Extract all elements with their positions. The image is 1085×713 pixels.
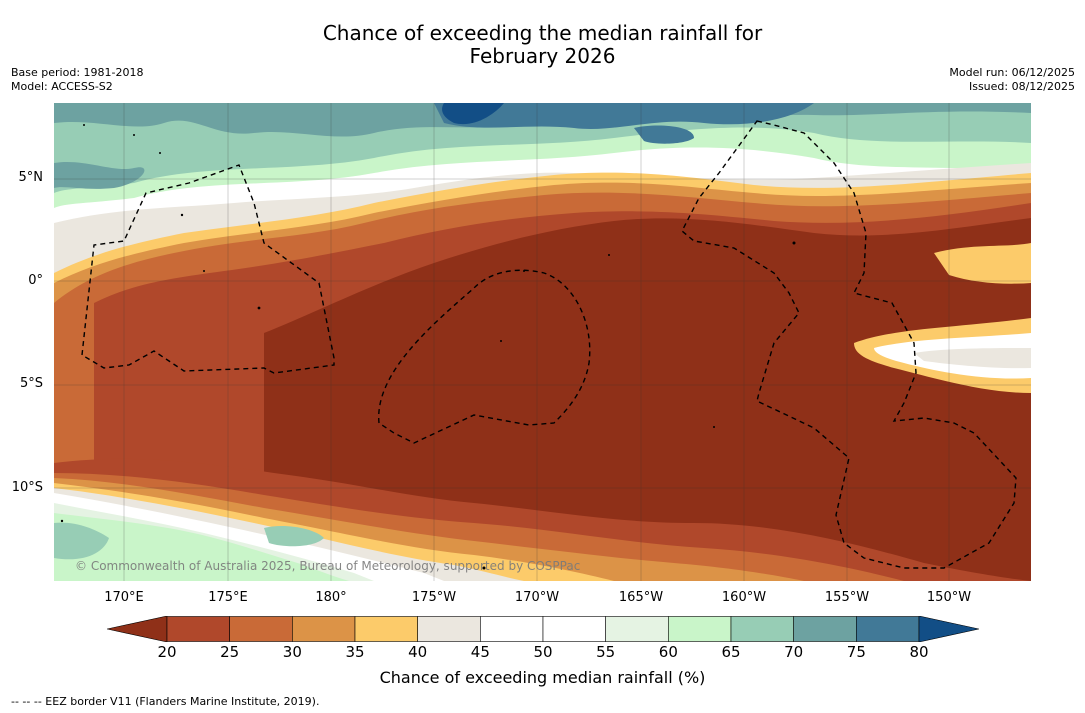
colorbar-cell-45-50 <box>480 616 544 642</box>
issued-text: Issued: 08/12/2025 <box>968 80 1075 93</box>
base-period-text: Base period: 1981-2018 <box>11 66 144 79</box>
tongue-40-45-east <box>914 348 1031 369</box>
colorbar-cell-60-65 <box>668 616 732 642</box>
lon-label-175e: 175°E <box>208 590 248 605</box>
title-line-1: Chance of exceeding the median rainfall … <box>322 21 763 45</box>
band-75-80-north <box>434 103 814 129</box>
colorbar-cell-25-30 <box>229 616 293 642</box>
colorbar-tick-25: 25 <box>220 643 240 661</box>
colorbar-tick-50: 50 <box>533 643 553 661</box>
colorbar-extend-low <box>107 616 168 642</box>
lon-label-165w: 165°W <box>618 590 664 605</box>
colorbar-cell-55-60 <box>605 616 669 642</box>
colorbar-cell-30-35 <box>292 616 356 642</box>
lon-label-160w: 160°W <box>721 590 767 605</box>
lat-label-5n: 5°N <box>18 170 44 185</box>
colorbar-cell-20-25 <box>166 616 230 642</box>
colorbar-tick-55: 55 <box>596 643 616 661</box>
rainfall-probability-map[interactable] <box>54 103 1031 581</box>
colorbar-tick-40: 40 <box>408 643 428 661</box>
colorbar-tick-30: 30 <box>282 643 302 661</box>
band-below-20 <box>264 218 1031 581</box>
eez-legend-note: -- -- -- EEZ border V11 (Flanders Marine… <box>11 695 320 708</box>
colorbar-tick-75: 75 <box>846 643 866 661</box>
colorbar-cell-70-75 <box>793 616 857 642</box>
metadata-right: Model run: 06/12/2025 Issued: 08/12/2025 <box>949 66 1075 94</box>
lon-label-170w: 170°W <box>514 590 560 605</box>
lon-label-180: 180° <box>315 590 347 605</box>
patch-75-80 <box>634 125 694 144</box>
patch-35-40-ne <box>934 243 1031 284</box>
lat-label-5s: 5°S <box>19 376 43 391</box>
model-text: Model: ACCESS-S2 <box>11 80 113 93</box>
colorbar-tick-80: 80 <box>909 643 929 661</box>
copyright-notice: © Commonwealth of Australia 2025, Bureau… <box>75 559 581 573</box>
lat-label-0: 0° <box>28 273 43 288</box>
patch-65-70-south-2 <box>264 526 324 547</box>
colorbar-tick-65: 65 <box>721 643 741 661</box>
colorbar-cell-65-70 <box>730 616 794 642</box>
lon-label-155w: 155°W <box>824 590 870 605</box>
band-60-65-south <box>54 513 349 581</box>
colorbar-cell-50-55 <box>542 616 606 642</box>
colorbar-tick-35: 35 <box>345 643 365 661</box>
patch-70-75-west <box>54 161 145 189</box>
islands <box>60 124 796 570</box>
chart-title: Chance of exceeding the median rainfall … <box>0 22 1085 68</box>
colorbar-tick-70: 70 <box>784 643 804 661</box>
eez-border <box>81 120 1017 569</box>
map-svg <box>54 103 1031 581</box>
lat-label-10s: 10°S <box>11 480 43 495</box>
colorbar-cell-40-45 <box>417 616 481 642</box>
colorbar-label: Chance of exceeding median rainfall (%) <box>379 668 706 687</box>
lon-label-170e: 170°E <box>104 590 144 605</box>
colorbar-tick-60: 60 <box>658 643 678 661</box>
probability-shading <box>54 103 1031 581</box>
lon-label-150w: 150°W <box>926 590 972 605</box>
colorbar-cells <box>107 616 979 642</box>
metadata-left: Base period: 1981-2018 Model: ACCESS-S2 <box>11 66 143 94</box>
colorbar-extend-high <box>918 616 979 642</box>
colorbar-tick-20: 20 <box>157 643 177 661</box>
lon-label-175w: 175°W <box>411 590 457 605</box>
colorbar <box>107 616 979 642</box>
patch-65-70-south <box>54 522 109 560</box>
map-gridlines <box>54 103 1031 581</box>
title-line-2: February 2026 <box>469 44 616 68</box>
colorbar-cell-75-80 <box>856 616 920 642</box>
colorbar-tick-45: 45 <box>470 643 490 661</box>
model-run-text: Model run: 06/12/2025 <box>949 66 1075 79</box>
band-80-plus <box>442 103 504 125</box>
colorbar-cell-35-40 <box>354 616 418 642</box>
